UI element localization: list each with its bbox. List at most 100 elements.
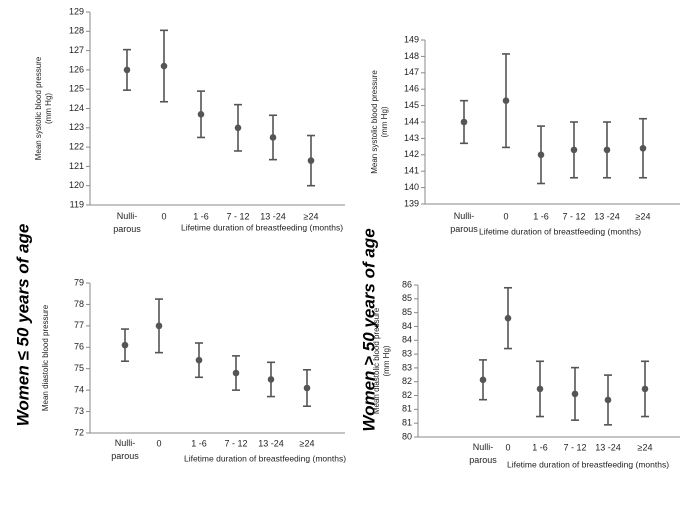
point <box>460 118 468 126</box>
y-tick-label: 148 <box>404 51 419 61</box>
x-tick-label: 13 -24 <box>594 211 620 221</box>
y-tick-label: 119 <box>70 199 84 209</box>
x-tick-label: 13 -24 <box>260 211 286 221</box>
x-axis-label: Lifetime duration of breastfeeding (mont… <box>184 453 346 463</box>
x-tick-label: ≥24 <box>638 442 653 452</box>
x-tick-label: Nulli-parous <box>469 442 497 465</box>
y-tick-label: 83 <box>402 348 412 358</box>
point <box>504 314 512 322</box>
y-tick-label: 124 <box>69 103 84 113</box>
y-tick-label: 123 <box>69 122 84 132</box>
y-axis-label: Mean systolic blood pressure <box>370 70 379 174</box>
point <box>502 97 510 104</box>
y-tick-label: 80 <box>402 431 412 441</box>
y-tick-label: 146 <box>404 84 419 94</box>
x-tick-label: 0 <box>505 442 510 452</box>
y-axis-label: (mm Hg) <box>380 106 389 137</box>
point <box>155 322 163 330</box>
x-tick-label: 1 -6 <box>191 438 207 448</box>
point <box>232 369 240 377</box>
point <box>639 144 647 152</box>
point <box>195 356 203 364</box>
x-tick-label: 7 - 12 <box>562 211 585 221</box>
y-axis-label: Mean diastolic blood pressure <box>41 304 50 411</box>
x-tick-label: 7 - 12 <box>224 438 247 448</box>
y-tick-label: 76 <box>74 342 84 352</box>
x-axis-label: Lifetime duration of breastfeeding (mont… <box>507 459 669 469</box>
y-tick-label: 73 <box>74 406 84 416</box>
y-tick-label: 79 <box>74 277 84 287</box>
y-tick-label: 144 <box>404 116 419 126</box>
y-tick-label: 140 <box>404 182 419 192</box>
y-tick-label: 85 <box>402 307 412 317</box>
point <box>641 385 649 393</box>
point <box>123 66 131 74</box>
x-tick-label: ≥24 <box>636 211 651 221</box>
y-tick-label: 82 <box>402 376 412 386</box>
y-tick-label: 128 <box>69 26 84 36</box>
y-tick-label: 81 <box>402 404 412 414</box>
point <box>479 376 487 384</box>
y-tick-label: 74 <box>74 385 84 395</box>
y-axis-label: Mean diastolic blood pressure <box>372 307 381 414</box>
y-tick-label: 145 <box>404 100 419 110</box>
x-tick-label: Nulli-parous <box>111 438 139 461</box>
x-tick-label: 0 <box>503 211 508 221</box>
y-tick-label: 125 <box>69 84 84 94</box>
point <box>303 384 311 392</box>
point <box>603 146 611 154</box>
y-tick-label: 120 <box>69 180 84 190</box>
y-tick-label: 81 <box>402 418 412 428</box>
point <box>197 110 205 118</box>
y-tick-label: 141 <box>404 166 419 176</box>
point <box>536 385 544 393</box>
point <box>160 62 168 70</box>
point <box>269 134 277 141</box>
y-tick-label: 75 <box>74 363 84 373</box>
x-tick-label: Nulli-parous <box>450 211 478 234</box>
x-tick-label: 1 -6 <box>532 442 548 452</box>
y-axis-label: (mm Hg) <box>382 345 391 376</box>
x-tick-label: 7 - 12 <box>563 442 586 452</box>
y-tick-label: 78 <box>74 299 84 309</box>
y-tick-label: 142 <box>404 149 419 159</box>
y-axis-label: (mm Hg) <box>44 93 53 124</box>
x-tick-label: Nulli-parous <box>113 211 141 234</box>
y-tick-label: 77 <box>74 320 84 330</box>
y-tick-label: 84 <box>402 321 412 331</box>
y-tick-label: 122 <box>69 141 84 151</box>
y-tick-label: 143 <box>404 133 419 143</box>
y-axis-label: Mean systolic blood pressure <box>34 56 43 160</box>
y-tick-label: 84 <box>402 335 412 345</box>
x-tick-label: 1 -6 <box>533 211 549 221</box>
x-axis-label: Lifetime duration of breastfeeding (mont… <box>479 226 641 236</box>
y-tick-label: 72 <box>74 427 84 437</box>
y-tick-label: 83 <box>402 362 412 372</box>
x-tick-label: 7 - 12 <box>226 211 249 221</box>
side-label: Women ≤ 50 years of age <box>13 224 32 427</box>
x-axis-label: Lifetime duration of breastfeeding (mont… <box>181 222 343 232</box>
point <box>121 341 129 349</box>
y-tick-label: 139 <box>404 198 419 208</box>
point <box>234 124 242 132</box>
x-tick-label: 13 -24 <box>258 438 284 448</box>
x-tick-label: 1 -6 <box>193 211 209 221</box>
point <box>267 376 275 383</box>
y-tick-label: 127 <box>69 45 84 55</box>
y-tick-label: 126 <box>69 64 84 74</box>
y-tick-label: 147 <box>404 67 419 77</box>
y-tick-label: 121 <box>69 161 84 171</box>
y-tick-label: 85 <box>402 293 412 303</box>
point <box>570 146 578 154</box>
y-tick-label: 149 <box>404 34 419 44</box>
y-tick-label: 82 <box>402 390 412 400</box>
side-label: Women > 50 years of age <box>359 228 378 431</box>
x-tick-label: 0 <box>161 211 166 221</box>
point <box>571 390 579 398</box>
x-tick-label: 13 -24 <box>595 442 621 452</box>
y-tick-label: 129 <box>69 6 84 16</box>
x-tick-label: ≥24 <box>304 211 319 221</box>
y-tick-label: 86 <box>402 279 412 289</box>
point <box>307 157 315 164</box>
